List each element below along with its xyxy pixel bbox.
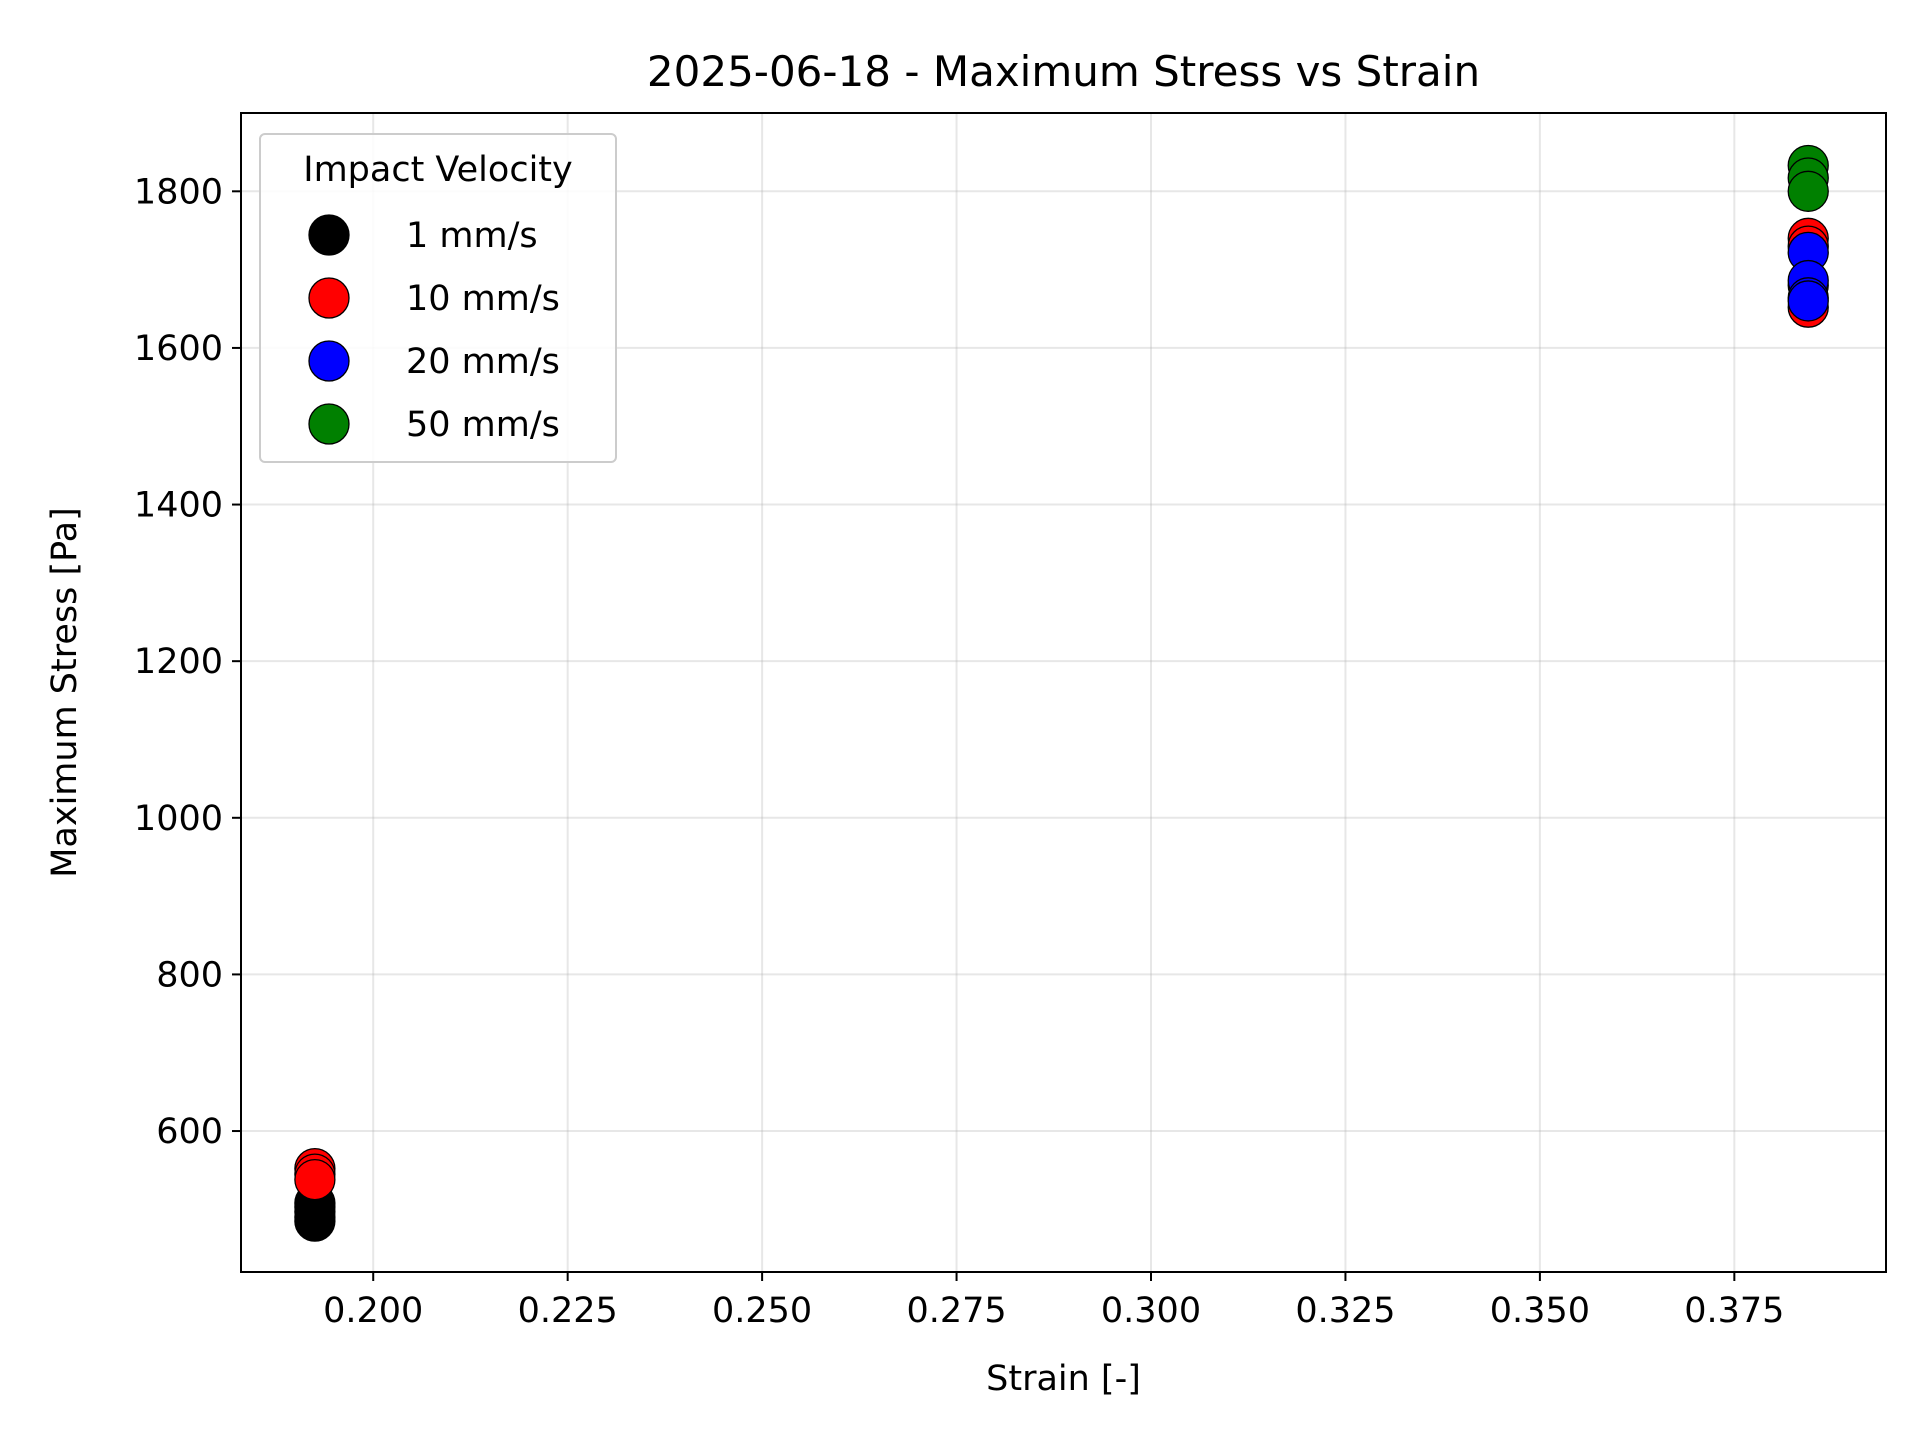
legend-title: Impact Velocity	[303, 150, 572, 190]
x-tick-label: 0.300	[1101, 1291, 1201, 1331]
legend-label: 10 mm/s	[406, 279, 560, 319]
legend-marker	[308, 403, 350, 445]
y-tick-label: 1600	[134, 329, 223, 369]
chart-title: 2025-06-18 - Maximum Stress vs Strain	[647, 47, 1480, 96]
x-tick-label: 0.375	[1684, 1291, 1784, 1331]
legend-items: 1 mm/s 10 mm/s 20 mm/s 50 mm/s	[308, 214, 560, 445]
x-tick-label: 0.350	[1490, 1291, 1590, 1331]
y-tick-label: 800	[156, 955, 223, 995]
y-tick-label: 1200	[134, 642, 223, 682]
ticks-layer: 0.200 0.225 0.250 0.275 0.300 0.325 0.350 0.375…	[134, 172, 1785, 1331]
x-tick-label: 0.275	[906, 1291, 1006, 1331]
x-tick-label: 0.225	[518, 1291, 618, 1331]
legend-marker	[308, 214, 350, 256]
x-axis-label: Strain [-]	[986, 1359, 1141, 1399]
legend: Impact Velocity 1 mm/s 10 mm/s 20 mm/s 50 m…	[259, 133, 617, 463]
legend-box	[259, 133, 617, 463]
x-tick-label: 0.250	[712, 1291, 812, 1331]
legend-label: 20 mm/s	[406, 342, 560, 382]
legend-label: 1 mm/s	[406, 216, 538, 256]
data-point	[1787, 170, 1829, 212]
legend-label: 50 mm/s	[406, 405, 560, 445]
y-tick-label: 1400	[134, 486, 223, 526]
y-tick-label: 600	[156, 1112, 223, 1152]
grid-layer	[241, 113, 1886, 1272]
plot-frame	[240, 112, 1887, 1273]
y-axis-label: Maximum Stress [Pa]	[45, 507, 85, 878]
x-tick-label: 0.325	[1295, 1291, 1395, 1331]
legend-marker	[308, 277, 350, 319]
data-point	[294, 1158, 336, 1201]
y-tick-label: 1000	[134, 799, 223, 839]
data-point	[1787, 280, 1829, 322]
legend-marker	[308, 340, 350, 382]
points-layer	[294, 144, 1829, 1242]
y-tick-label: 1800	[134, 172, 223, 212]
x-tick-label: 0.200	[323, 1291, 423, 1331]
